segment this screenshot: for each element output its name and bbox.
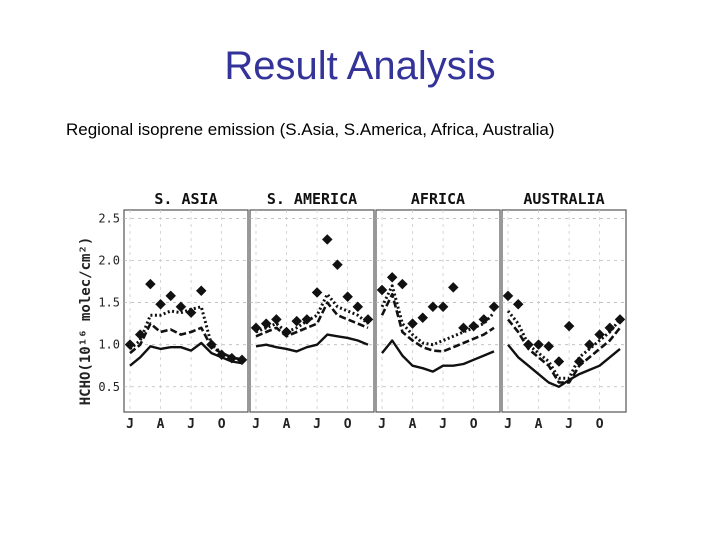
- data-point-diamond: [236, 354, 248, 366]
- data-point-diamond: [584, 339, 595, 351]
- data-point-diamond: [332, 259, 343, 271]
- data-point-diamond: [185, 307, 197, 319]
- x-tick-label: J: [565, 417, 573, 432]
- series-line-dotted: [255, 292, 369, 334]
- x-tick-label: J: [439, 417, 447, 432]
- data-point-diamond: [301, 314, 313, 325]
- data-point-diamond: [478, 314, 490, 325]
- data-point-diamond: [563, 320, 575, 332]
- data-point-diamond: [468, 320, 479, 332]
- x-tick-label: O: [470, 417, 478, 432]
- panel-frame: [501, 209, 627, 413]
- data-point-diamond: [206, 339, 217, 351]
- data-point-diamond: [145, 278, 156, 290]
- y-tick-label: 0.5: [98, 380, 120, 394]
- x-tick-label: O: [218, 417, 226, 432]
- data-point-diamond: [124, 339, 136, 351]
- panel-title: AFRICA: [411, 190, 465, 208]
- x-tick-label: A: [409, 417, 417, 432]
- series-line-dashed: [129, 322, 243, 362]
- data-point-diamond: [321, 234, 333, 245]
- slide-title: Result Analysis: [224, 44, 496, 88]
- y-tick-label: 1.5: [98, 296, 120, 310]
- x-tick-label: O: [596, 417, 604, 432]
- x-tick-label: J: [313, 417, 321, 432]
- series-line-dotted: [129, 305, 243, 362]
- data-point-diamond: [155, 298, 166, 310]
- x-tick-label: J: [504, 417, 512, 432]
- x-tick-label: J: [252, 417, 260, 432]
- data-point-diamond: [458, 322, 469, 334]
- x-tick-label: A: [157, 417, 165, 432]
- panel-frame: [249, 209, 375, 413]
- data-point-diamond: [342, 291, 353, 303]
- series-line-solid: [381, 339, 495, 373]
- panel-title: AUSTRALIA: [523, 190, 604, 208]
- data-point-diamond: [250, 322, 262, 334]
- data-point-diamond: [523, 339, 534, 351]
- data-point-diamond: [376, 284, 388, 296]
- data-point-diamond: [553, 356, 565, 367]
- x-tick-label: A: [535, 417, 543, 432]
- data-point-diamond: [543, 340, 555, 352]
- data-point-diamond: [311, 287, 323, 298]
- data-point-diamond: [352, 301, 364, 313]
- data-point-diamond: [165, 290, 177, 302]
- series-line-dashed: [380, 292, 495, 353]
- hcho-chart: HCHO(10¹⁶ molec/cm²) 0.5 1.0 1.5 2.0 2.5 S. AS…: [78, 190, 627, 432]
- series-line-solid: [255, 333, 369, 353]
- data-point-diamond: [594, 329, 605, 340]
- data-point-diamond: [226, 352, 238, 364]
- x-tick-label: J: [126, 417, 134, 432]
- x-tick-label: J: [187, 417, 195, 432]
- data-point-diamond: [417, 312, 429, 324]
- panel-frame: [375, 209, 501, 413]
- x-tick-label: O: [344, 417, 352, 432]
- series-line-dotted: [380, 284, 496, 347]
- panel-title: S. ASIA: [154, 190, 217, 208]
- data-point-diamond: [604, 322, 616, 334]
- series-line-dotted: [506, 310, 622, 380]
- data-point-diamond: [175, 301, 187, 313]
- data-point-diamond: [397, 278, 408, 290]
- y-tick-label: 2.5: [98, 211, 120, 225]
- data-point-diamond: [260, 318, 272, 329]
- y-tick-label: 2.0: [98, 254, 120, 268]
- slide-subtitle: Regional isoprene emission (S.Asia, S.Am…: [66, 120, 555, 139]
- data-point-diamond: [134, 329, 146, 340]
- x-tick-label: A: [283, 417, 291, 432]
- data-point-diamond: [407, 318, 418, 329]
- data-point-diamond: [386, 271, 398, 283]
- data-point-diamond: [271, 314, 282, 325]
- data-point-diamond: [573, 356, 585, 367]
- panel-title: S. AMERICA: [267, 190, 357, 208]
- series-line-dashed: [255, 301, 369, 338]
- y-tick-label: 1.0: [98, 338, 120, 352]
- data-point-diamond: [362, 314, 374, 325]
- data-point-diamond: [447, 282, 459, 293]
- data-point-diamond: [533, 339, 544, 351]
- data-point-diamond: [488, 301, 500, 313]
- data-point-diamond: [216, 349, 227, 361]
- data-point-diamond: [427, 301, 439, 313]
- data-point-diamond: [281, 326, 292, 338]
- data-point-diamond: [195, 285, 207, 297]
- data-point-diamond: [437, 301, 449, 313]
- data-point-diamond: [614, 314, 626, 325]
- y-axis-label: HCHO(10¹⁶ molec/cm²): [78, 237, 94, 406]
- data-point-diamond: [512, 298, 524, 310]
- data-point-diamond: [502, 290, 514, 302]
- series-line-solid: [507, 343, 621, 389]
- data-point-diamond: [291, 315, 303, 327]
- x-tick-label: J: [378, 417, 386, 432]
